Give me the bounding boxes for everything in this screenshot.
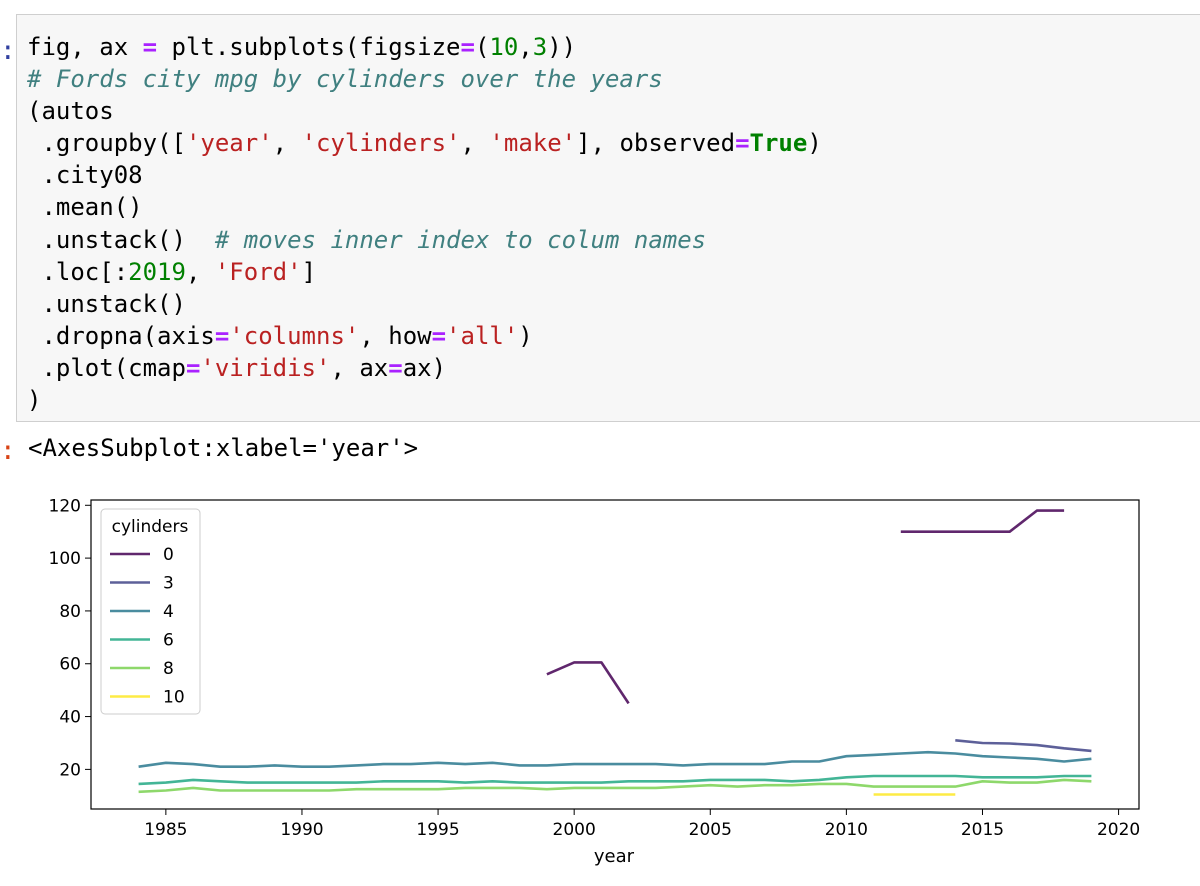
y-tick-label: 40 xyxy=(59,708,81,728)
legend: cylinders 0 3 4 6 8 10 xyxy=(100,508,201,715)
legend-label: 6 xyxy=(163,631,174,651)
code-token: )) xyxy=(547,33,577,61)
legend-label: 10 xyxy=(163,688,185,708)
x-tick-label: 1990 xyxy=(280,820,323,840)
y-tick-label: 120 xyxy=(49,496,81,516)
y-tick-label: 100 xyxy=(49,549,81,569)
code-token: .dropna(axis xyxy=(27,321,215,350)
code-token: .mean() xyxy=(27,193,143,222)
code-line: fig, ax = plt.subplots(figsize=(10,3)) xyxy=(27,31,822,63)
x-tick-label: 2010 xyxy=(825,820,868,840)
code-token: = xyxy=(214,321,230,350)
code-token: 10 xyxy=(489,33,519,61)
x-tick-label: 2015 xyxy=(961,820,1004,840)
code-token: 'all' xyxy=(446,321,519,350)
code-token: 'cylinders' xyxy=(301,129,461,158)
code-token: = xyxy=(142,33,158,61)
code-token: ] xyxy=(301,257,317,286)
code-token: .groupby([ xyxy=(27,129,186,158)
x-axis: 1985 1990 1995 2000 2005 2010 2015 2020 xyxy=(144,809,1140,840)
series-line-0 xyxy=(900,509,1065,533)
legend-label: 8 xyxy=(163,659,174,679)
code-token: = xyxy=(388,353,403,382)
code-token: # Fords city mpg by cylinders over the y… xyxy=(27,65,663,94)
code-token: fig, ax xyxy=(27,33,143,61)
x-tick-label: 2000 xyxy=(553,820,596,840)
code-token: , xyxy=(272,129,302,158)
series-line-6 xyxy=(138,774,1092,786)
y-tick-label: 20 xyxy=(59,760,81,780)
code-token: 'Ford' xyxy=(214,257,302,286)
code-token: .city08 xyxy=(27,161,143,190)
code-token: = xyxy=(185,353,201,382)
output-repr: <AxesSubplot:xlabel='year'> xyxy=(28,434,419,462)
code-token: ) xyxy=(518,321,533,350)
code-cell-input[interactable]: fig, ax = plt.subplots(figsize=(10,3)) # … xyxy=(16,14,1200,422)
legend-entries: 0 3 4 6 8 10 xyxy=(110,545,185,708)
code-token: 'make' xyxy=(489,129,577,158)
code-line: .unstack() # moves inner index to colum … xyxy=(27,224,822,256)
x-tick-label: 1995 xyxy=(416,820,459,840)
code-token: .unstack() xyxy=(27,289,186,318)
code-token: .unstack() xyxy=(27,225,215,254)
legend-label: 4 xyxy=(163,602,174,622)
output-prompt: : xyxy=(0,436,16,466)
code-line: .mean() xyxy=(27,191,822,223)
code-token: 'year' xyxy=(185,129,273,158)
code-token: , xyxy=(185,257,215,286)
code-line: .city08 xyxy=(27,159,822,191)
plot-lines xyxy=(138,509,1092,796)
code-token: ( xyxy=(474,33,490,61)
matplotlib-figure: 1985 1990 1995 2000 2005 2010 2015 2020 2040608… xyxy=(49,496,1141,867)
code-token: 'columns' xyxy=(229,321,360,350)
code-line: # Fords city mpg by cylinders over the y… xyxy=(27,63,822,95)
code-token: , ax xyxy=(330,353,389,382)
y-axis: 20 40 60 80 100 120 xyxy=(49,496,91,780)
code-token: 2019 xyxy=(128,257,186,286)
code-token: = xyxy=(431,321,447,350)
x-axis-label: year xyxy=(594,846,635,867)
code-token: = xyxy=(460,33,475,61)
series-line-0 xyxy=(546,661,630,705)
code-token: .loc[: xyxy=(27,257,129,286)
code-token: , xyxy=(460,129,490,158)
code-token: ax) xyxy=(402,353,447,382)
code-token: (autos xyxy=(27,97,114,126)
code-line: .unstack() xyxy=(27,288,822,320)
code-token: = xyxy=(735,129,750,158)
code-token: # moves inner index to colum names xyxy=(214,225,707,254)
code-token: 3 xyxy=(532,33,548,61)
series-line-3 xyxy=(955,739,1092,753)
legend-title: cylinders xyxy=(112,517,189,537)
code-token: , xyxy=(518,33,533,61)
legend-label: 3 xyxy=(163,574,174,594)
code-line: (autos xyxy=(27,95,822,127)
x-tick-label: 1985 xyxy=(144,820,187,840)
code-token: 'viridis' xyxy=(200,353,331,382)
code-token: , how xyxy=(359,321,432,350)
x-tick-label: 2005 xyxy=(689,820,732,840)
legend-label: 0 xyxy=(163,545,174,565)
axes-frame xyxy=(90,499,1140,810)
legend-box xyxy=(100,508,201,715)
code-line: ) xyxy=(27,384,822,416)
code-token: True xyxy=(749,129,808,158)
code-line: .loc[:2019, 'Ford'] xyxy=(27,256,822,288)
code-token: .plot(cmap xyxy=(27,353,186,382)
input-prompt: : xyxy=(0,36,16,66)
series-line-4 xyxy=(138,750,1092,768)
code-token: ) xyxy=(807,129,822,158)
series-line-8 xyxy=(138,778,1092,794)
code-line: .plot(cmap='viridis', ax=ax) xyxy=(27,352,822,384)
code-line: .groupby(['year', 'cylinders', 'make'], … xyxy=(27,127,822,159)
y-tick-label: 60 xyxy=(59,655,81,675)
code-token: plt.subplots(figsize xyxy=(157,33,461,61)
y-tick-label: 80 xyxy=(59,602,81,622)
code-token: ) xyxy=(27,386,42,415)
x-tick-label: 2020 xyxy=(1097,820,1140,840)
code-token: ], observed xyxy=(576,129,736,158)
code-line: .dropna(axis='columns', how='all') xyxy=(27,320,822,352)
code-editor[interactable]: fig, ax = plt.subplots(figsize=(10,3)) # … xyxy=(27,31,822,416)
